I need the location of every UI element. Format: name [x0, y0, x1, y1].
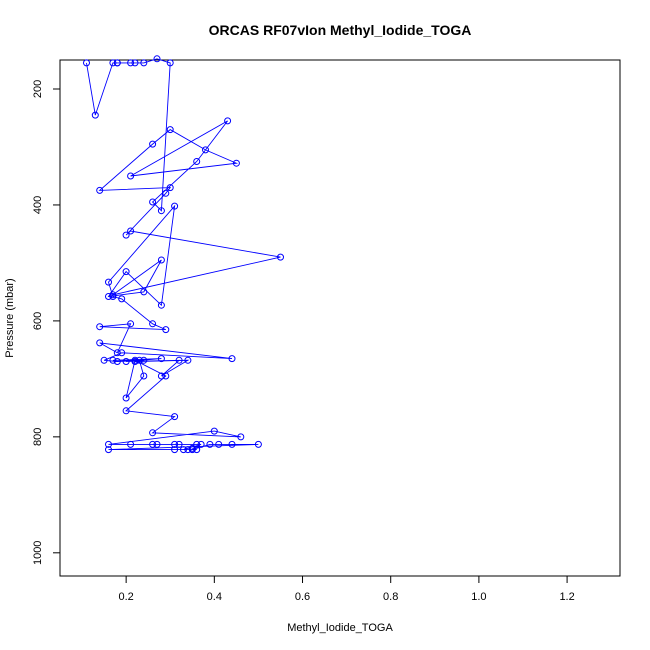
data-point — [91, 111, 99, 119]
x-axis-label: Methyl_Iodide_TOGA — [287, 622, 393, 634]
data-point — [131, 59, 139, 67]
data-point — [127, 320, 135, 328]
x-tick-label: 0.4 — [207, 591, 222, 603]
data-point — [122, 394, 130, 402]
data-point — [215, 440, 223, 448]
data-point — [135, 356, 143, 364]
data-point — [127, 440, 135, 448]
data-point — [113, 59, 121, 67]
data-point — [109, 356, 117, 364]
data-point — [237, 433, 245, 441]
x-tick-label: 0.8 — [383, 591, 398, 603]
data-point — [197, 440, 205, 448]
data-point — [127, 227, 135, 235]
data-point — [113, 349, 121, 357]
data-point — [202, 146, 209, 154]
data-point — [83, 59, 90, 67]
data-point — [105, 293, 112, 300]
y-tick-label: 200 — [32, 80, 44, 98]
data-point — [175, 440, 183, 448]
data-point — [118, 349, 126, 357]
data-point — [118, 295, 126, 303]
y-tick-label: 400 — [32, 196, 44, 214]
data-point — [153, 440, 161, 448]
data-point — [193, 158, 201, 165]
y-tick-label: 800 — [32, 428, 44, 446]
y-tick-label: 1000 — [32, 541, 44, 565]
data-point — [228, 355, 236, 363]
data-point — [109, 59, 117, 67]
data-point — [171, 440, 179, 448]
data-point — [254, 440, 262, 448]
data-point — [175, 356, 183, 364]
data-point — [96, 186, 104, 194]
data-point — [140, 356, 148, 364]
x-axis: 0.2 0.4 0.6 0.8 1.0 1.2 — [118, 576, 575, 603]
data-point — [166, 59, 174, 67]
data-point — [171, 413, 179, 421]
data-point — [127, 172, 135, 180]
series-points — [83, 55, 284, 454]
data-point — [96, 339, 104, 347]
data-point — [140, 59, 148, 67]
data-point — [157, 372, 165, 380]
data-point — [184, 446, 192, 454]
data-point — [113, 358, 121, 365]
x-tick-label: 0.6 — [295, 591, 310, 603]
data-point — [96, 323, 104, 331]
data-point — [122, 407, 130, 415]
data-point — [184, 356, 192, 364]
y-axis: 200 400 600 800 1000 — [32, 80, 60, 565]
data-point — [105, 278, 112, 286]
y-tick-label: 600 — [32, 312, 44, 330]
data-point — [206, 440, 214, 448]
data-point — [162, 372, 170, 380]
data-point — [162, 189, 170, 197]
x-tick-label: 1.2 — [559, 591, 574, 603]
data-point — [157, 355, 165, 363]
data-point — [232, 159, 240, 167]
data-point — [228, 440, 236, 448]
data-point — [157, 207, 165, 215]
data-point — [162, 326, 170, 334]
y-axis-label: Pressure (mbar) — [4, 278, 16, 357]
data-point — [171, 202, 179, 210]
data-point — [122, 268, 130, 276]
data-point — [105, 440, 112, 448]
data-point — [277, 253, 284, 261]
data-point — [149, 320, 157, 328]
data-point — [166, 184, 174, 192]
data-point — [140, 288, 148, 296]
data-point — [149, 140, 157, 148]
data-point — [180, 446, 187, 454]
data-point — [149, 440, 157, 448]
data-point — [210, 427, 218, 435]
data-point — [140, 372, 148, 380]
data-point — [193, 446, 201, 454]
data-point — [224, 117, 232, 125]
data-point — [157, 301, 165, 309]
data-point — [109, 293, 117, 300]
data-point — [122, 231, 130, 239]
x-tick-label: 1.0 — [471, 591, 486, 603]
data-point — [127, 59, 135, 67]
data-point — [188, 444, 196, 452]
data-point — [193, 440, 201, 448]
data-point — [149, 429, 157, 437]
plot-frame — [59, 59, 621, 577]
data-point — [153, 55, 161, 63]
data-point — [105, 446, 112, 454]
chart-title: ORCAS RF07vIon Methyl_Iodide_TOGA — [209, 22, 472, 38]
series-line-path — [86, 58, 281, 451]
data-point — [131, 356, 139, 364]
series-line — [86, 58, 281, 451]
data-point — [122, 358, 130, 365]
data-point — [100, 356, 108, 364]
data-point — [149, 198, 157, 206]
x-tick-label: 0.2 — [118, 591, 133, 603]
data-point — [157, 256, 165, 264]
data-point — [166, 126, 174, 134]
data-point — [171, 446, 179, 454]
